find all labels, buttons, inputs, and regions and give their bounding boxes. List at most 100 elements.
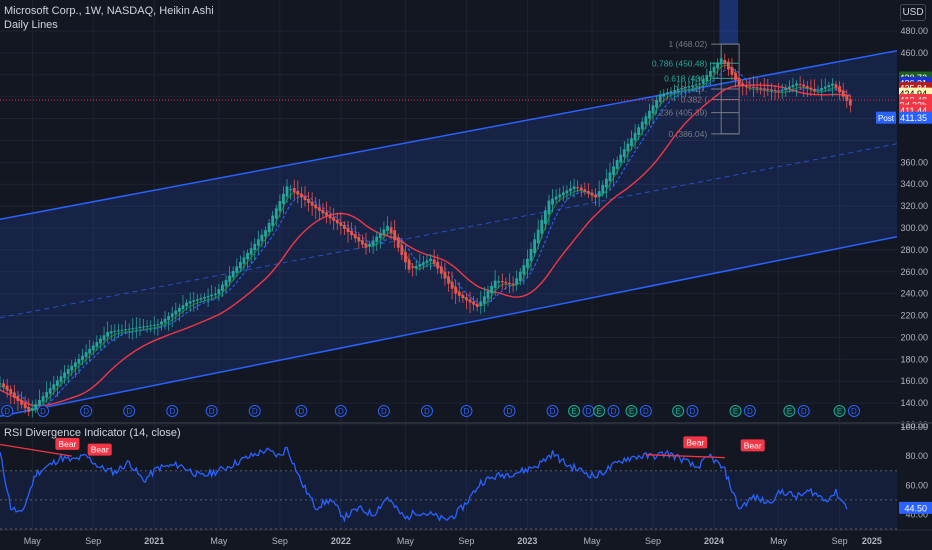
candle-body [314, 204, 318, 209]
candle-body [221, 284, 224, 291]
time-axis-tick: Sep [645, 536, 661, 546]
candle-body [206, 295, 210, 298]
channel-lower [0, 236, 898, 417]
candle-body [612, 166, 615, 176]
candle-body [558, 194, 562, 198]
dividend-marker [686, 405, 699, 417]
candle-body [102, 335, 106, 341]
candle-body [364, 243, 368, 248]
candle-body [787, 86, 791, 89]
candle-body [174, 310, 178, 315]
candle-body [648, 110, 651, 119]
candle-body [511, 283, 515, 285]
candle-body [780, 89, 784, 91]
candle-body [77, 358, 81, 364]
candle-body [12, 392, 16, 398]
candle-body [264, 230, 267, 237]
rsi-axis-tick: 60.00 [905, 480, 928, 490]
rsi-axis-tick: 40.00 [905, 509, 928, 519]
candle-body [701, 79, 705, 84]
candle-body [465, 297, 468, 301]
earnings-marker [568, 405, 581, 417]
candle-body [590, 192, 594, 196]
candle-body [730, 67, 734, 75]
fib-level-label: 0.382 ( [681, 95, 708, 105]
candle-body [5, 385, 9, 391]
candle-body [181, 305, 185, 309]
candle-body [813, 89, 816, 92]
candle-body [199, 298, 203, 300]
bear-label [683, 436, 708, 449]
candle-body [63, 372, 66, 378]
candle-body [798, 84, 802, 86]
candle-body [432, 259, 436, 264]
candle-body [698, 83, 702, 85]
fib-level-label: 0.618 (436. [664, 73, 707, 83]
dividend-marker [80, 405, 93, 417]
candle-body [378, 233, 382, 239]
candle-body [30, 407, 34, 411]
post-tag [876, 111, 896, 124]
candle-body [81, 355, 84, 361]
indicator-subtitle[interactable]: Daily Lines [4, 19, 58, 31]
candle-body [192, 300, 196, 302]
event-marker-letter: D [611, 407, 617, 416]
candle-body [382, 229, 386, 235]
candle-body [0, 383, 2, 385]
candle-body [339, 222, 343, 226]
time-axis-tick: 2023 [517, 536, 537, 546]
price-axis-tick: 140.00 [900, 398, 928, 408]
candle-body [831, 83, 834, 86]
post-badge [899, 111, 932, 124]
candle-body [429, 258, 432, 262]
candle-body [195, 299, 199, 301]
bear-divergence-line [0, 443, 72, 457]
time-axis-tick: Sep [458, 536, 474, 546]
candle-body [421, 262, 425, 265]
candle-body [299, 193, 303, 198]
candle-body [848, 99, 852, 106]
event-marker-letter: E [837, 407, 842, 416]
candle-body [443, 271, 447, 279]
event-marker-letter: D [851, 407, 857, 416]
candle-body [38, 400, 41, 406]
time-axis-tick: 2025 [862, 536, 882, 546]
candle-body [601, 184, 605, 194]
time-axis-tick: 2022 [331, 536, 351, 546]
time-axis-tick: May [770, 536, 788, 546]
candle-body [48, 388, 52, 394]
dividend-marker [166, 405, 179, 417]
candle-body [569, 188, 572, 192]
fib-level-label: 0.236 (405.39) [652, 108, 707, 118]
rsi-title[interactable]: RSI Divergence Indicator (14, close) [4, 427, 181, 439]
candle-body [479, 301, 483, 306]
currency-button[interactable]: USD [900, 4, 926, 21]
event-marker-letter: D [464, 407, 470, 416]
candle-body [475, 303, 479, 307]
candle-body [543, 210, 547, 224]
time-axis-tick: 2021 [144, 536, 164, 546]
candle-body [368, 244, 371, 247]
candle-body [795, 83, 798, 86]
candle-body [393, 230, 397, 241]
event-marker-letter: E [571, 407, 576, 416]
event-marker-letter: D [801, 407, 807, 416]
candle-body [56, 380, 59, 386]
symbol-title[interactable]: Microsoft Corp., 1W, NASDAQ, Heikin Ashi [4, 5, 214, 17]
time-axis-tick: 2024 [704, 536, 724, 546]
price-axis-tick: 280.00 [900, 245, 928, 255]
candle-body [371, 240, 375, 246]
candle-body [597, 191, 601, 197]
candle-body [529, 248, 533, 262]
candle-body [178, 307, 181, 312]
candle-body [630, 138, 633, 146]
dividend-marker [248, 405, 261, 417]
candle-body [228, 275, 232, 282]
candle-body [551, 198, 554, 205]
bear-label [87, 443, 112, 456]
earnings-marker [783, 405, 796, 417]
dividend-marker [460, 405, 473, 417]
candle-body [360, 240, 364, 245]
candle-body [752, 86, 755, 88]
